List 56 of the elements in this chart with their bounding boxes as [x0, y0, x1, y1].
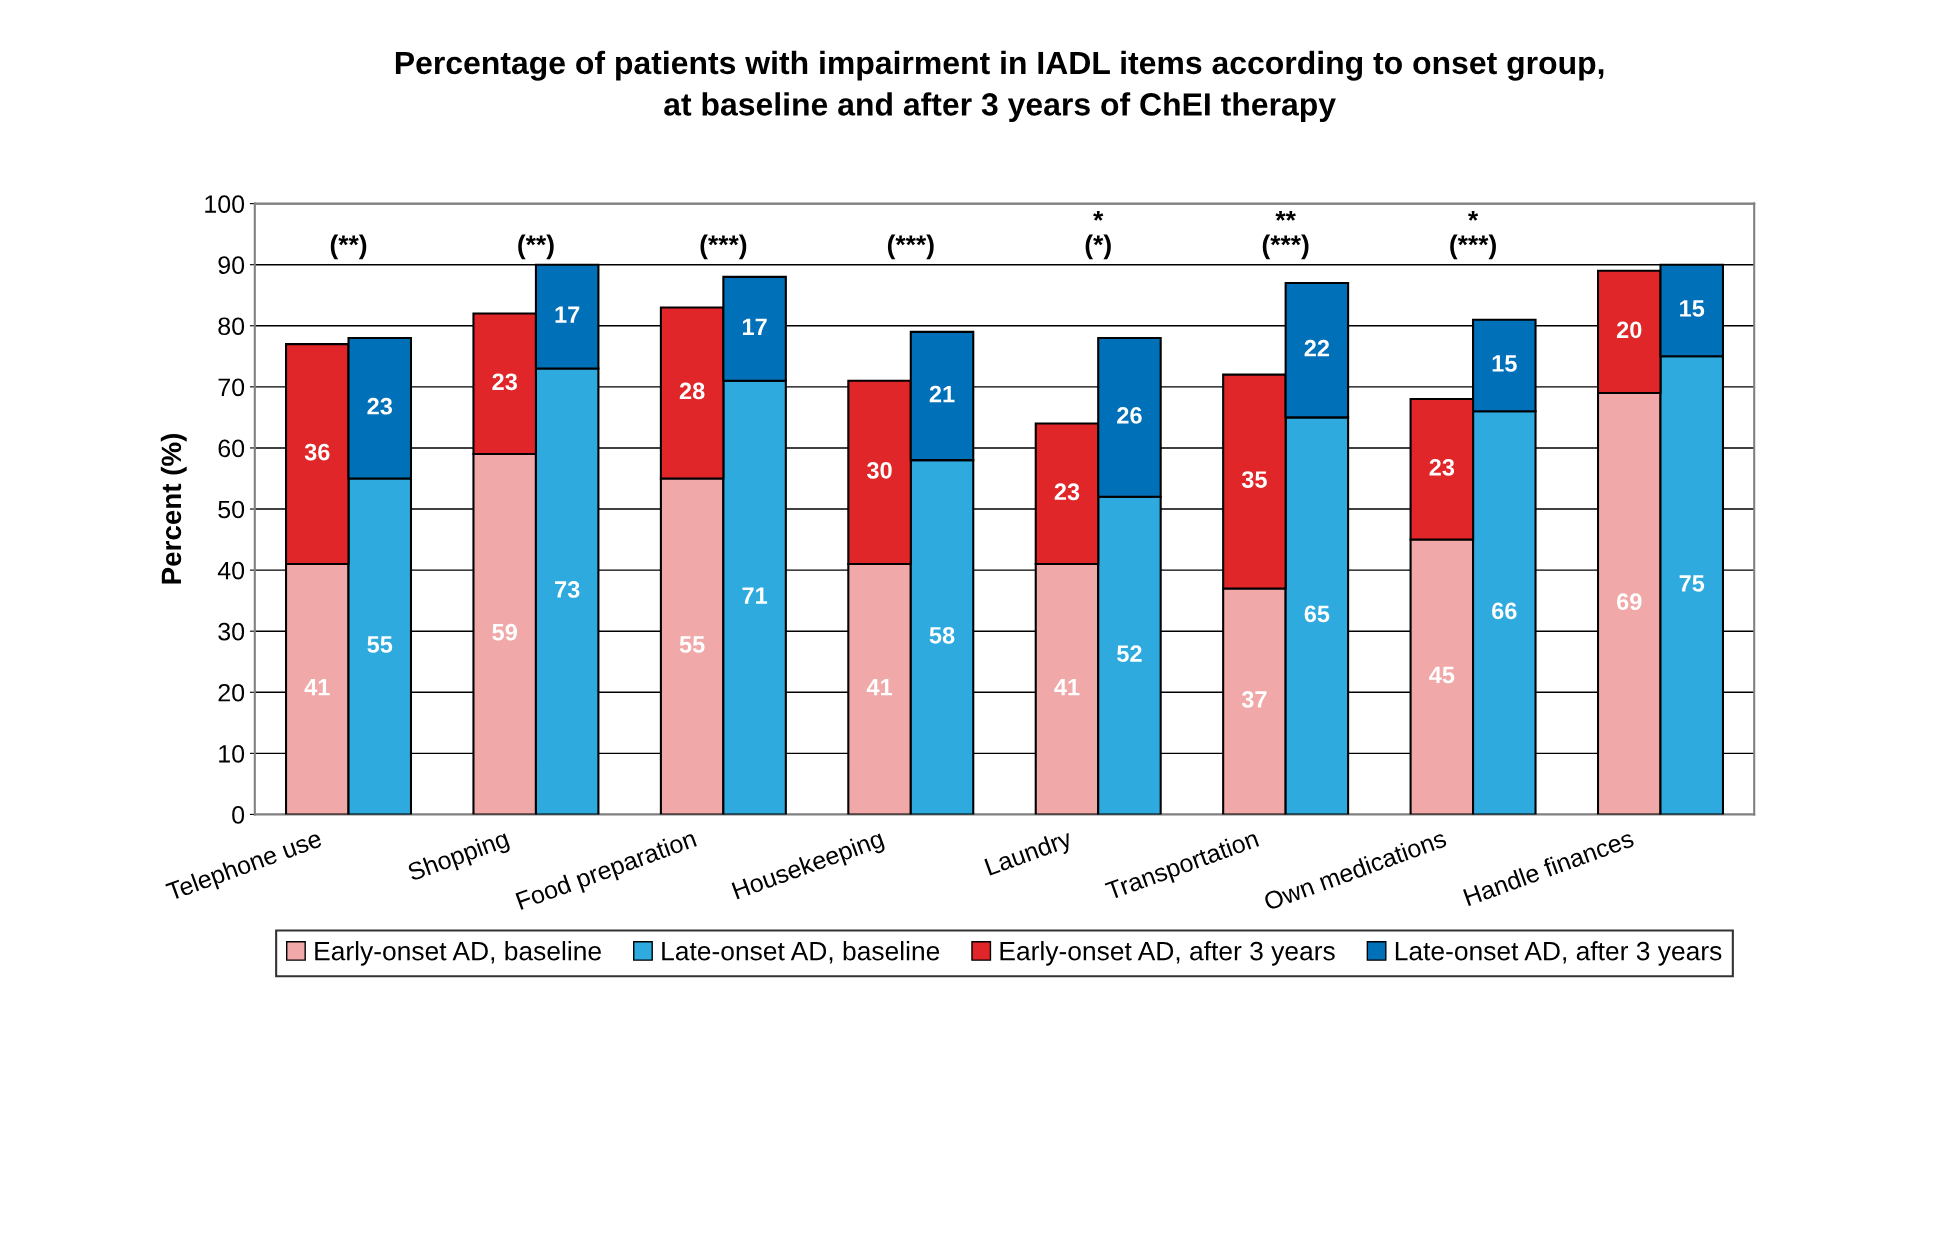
data-label: 75: [1679, 575, 1705, 592]
data-label: 58: [929, 626, 955, 644]
y-tick-label: 40: [217, 561, 245, 580]
y-tick-label: 20: [218, 683, 245, 702]
y-tick-label: 100: [205, 195, 245, 213]
y-axis-title: Percent (%): [160, 433, 187, 584]
data-label: 71: [742, 587, 768, 604]
y-tick-label: 10: [219, 744, 245, 763]
data-label: 59: [492, 623, 517, 641]
data-label: 17: [555, 306, 580, 323]
y-tick-label: 70: [218, 378, 245, 397]
data-label: 23: [492, 373, 517, 391]
data-label: 73: [555, 581, 580, 598]
data-label: 35: [1241, 471, 1267, 488]
data-label: 41: [866, 679, 893, 696]
data-label: 23: [1429, 458, 1455, 476]
data-label: 23: [1054, 483, 1080, 501]
y-tick-label: 30: [218, 622, 245, 641]
y-tick-label: 60: [218, 439, 245, 458]
data-label: 45: [1429, 666, 1455, 684]
data-label: 23: [367, 397, 393, 415]
data-label: 69: [1616, 593, 1642, 611]
annotation: (**): [330, 234, 367, 260]
y-tick-label: 50: [218, 500, 245, 519]
annotation: ** (***): [1262, 210, 1309, 260]
data-label: 30: [866, 461, 892, 479]
data-label: 26: [1117, 407, 1142, 424]
data-label: 55: [679, 636, 705, 653]
data-label: 36: [304, 443, 330, 461]
legend-label: Early-onset AD, baseline: [315, 941, 601, 966]
annotation: * (*): [1085, 210, 1111, 260]
data-label: 15: [1680, 300, 1705, 317]
legend-label: Late-onset AD, baseline: [662, 941, 940, 964]
data-label: 52: [1117, 645, 1142, 662]
chart-title: Percentage of patients with impairment in IADL items according to onset group, at baseline and after 3 years of ChEI therapy: [395, 50, 1604, 123]
annotation: (***): [700, 234, 747, 260]
data-label: 28: [679, 382, 705, 400]
data-label: 66: [1492, 602, 1517, 620]
data-label: 55: [367, 636, 393, 653]
data-label: 21: [929, 385, 955, 403]
data-label: 41: [304, 679, 330, 696]
y-tick-label: 80: [218, 317, 245, 336]
data-label: 22: [1304, 339, 1330, 357]
annotation: * (***): [1450, 210, 1496, 260]
data-label: 37: [1241, 691, 1267, 708]
data-label: 20: [1616, 321, 1642, 339]
data-label: 17: [742, 318, 767, 335]
data-label: 41: [1054, 679, 1080, 696]
y-tick-label: 90: [218, 256, 245, 274]
data-label: 65: [1304, 605, 1330, 623]
y-tick-label: 0: [232, 806, 245, 824]
annotation: (***): [887, 234, 934, 260]
annotation: (**): [518, 234, 554, 260]
legend-label: Late-onset AD, after 3 years: [1395, 941, 1722, 966]
data-label: 15: [1492, 355, 1517, 372]
legend-label: Early-onset AD, after 3 years: [1000, 941, 1335, 966]
